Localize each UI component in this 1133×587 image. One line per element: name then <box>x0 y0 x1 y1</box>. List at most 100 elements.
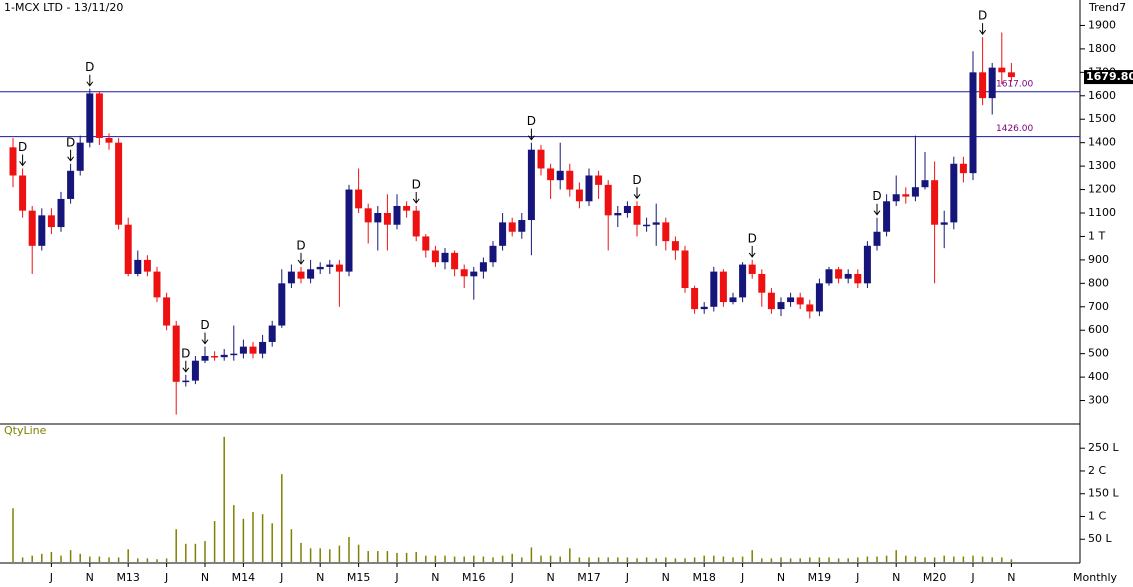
level-label: 1426.00 <box>996 124 1033 134</box>
volume-bar <box>530 547 533 562</box>
x-tick-label: M15 <box>347 571 371 584</box>
candle-body <box>623 205 631 213</box>
volume-bar <box>789 558 792 562</box>
volume-bar <box>665 557 667 562</box>
candle-body <box>777 302 785 310</box>
volume-bar <box>185 543 187 562</box>
candle-body <box>393 205 401 225</box>
candle-body <box>671 241 679 251</box>
volume-bar <box>463 556 465 562</box>
y-tick-label: 50 L <box>1088 532 1112 545</box>
x-tick-label: M18 <box>692 571 716 584</box>
x-tick-label: J <box>855 571 859 584</box>
candle-body <box>998 67 1006 73</box>
candle-body <box>124 224 132 274</box>
candle-body <box>182 380 190 383</box>
volume-bar <box>761 558 763 562</box>
candle-body <box>499 222 507 246</box>
last-price-label: 1679.80 <box>1086 70 1133 83</box>
candle-body <box>681 250 689 289</box>
volume-bar <box>377 551 379 562</box>
volume-bar <box>69 550 72 562</box>
y-tick-label: 2 C <box>1088 464 1106 477</box>
volume-bar <box>511 553 513 562</box>
y-tick-label: 250 L <box>1088 441 1119 454</box>
candle-body <box>115 142 123 225</box>
candle-body <box>710 271 718 307</box>
volume-bar <box>434 555 437 562</box>
signal-arrow <box>86 74 94 87</box>
x-tick-label: N <box>1007 571 1015 584</box>
x-tick-label: N <box>316 571 324 584</box>
volume-bar <box>204 541 206 562</box>
candle-body <box>835 269 843 279</box>
candle-body <box>230 353 238 356</box>
y-tick-label: 1 T <box>1088 229 1105 242</box>
volume-bar <box>261 514 264 562</box>
signal-arrow <box>873 203 881 216</box>
candle-body <box>38 215 46 246</box>
y-tick-label: 1100 <box>1088 206 1116 219</box>
signal-label: D <box>181 346 190 360</box>
signal-arrow <box>412 191 420 204</box>
candle-body <box>527 149 535 221</box>
signal-label: D <box>18 140 27 154</box>
volume-bar <box>1001 557 1003 562</box>
chart-title: 1-MCX LTD - 13/11/20 <box>4 1 123 14</box>
x-tick-label: N <box>86 571 94 584</box>
candle-body <box>57 198 65 228</box>
candle-body <box>767 292 775 310</box>
candle-body <box>105 137 113 143</box>
volume-bar <box>396 552 398 562</box>
candle-body <box>633 205 641 225</box>
candle-body <box>719 271 727 303</box>
y-tick-label: 1900 <box>1088 18 1116 31</box>
volume-bar <box>252 511 254 562</box>
volume-bar <box>425 555 427 562</box>
volume-bar <box>213 521 216 562</box>
candle-body <box>815 283 823 312</box>
candle-body <box>172 325 180 382</box>
candle-body <box>556 170 564 181</box>
candle-body <box>441 252 449 263</box>
x-tick-label: J <box>510 571 514 584</box>
candle-body <box>191 360 199 381</box>
candle-body <box>268 325 276 342</box>
signal-label: D <box>978 9 987 23</box>
candle-body <box>844 273 852 279</box>
candle-body <box>259 341 267 354</box>
candle-body <box>374 213 382 223</box>
signal-label: D <box>200 318 209 332</box>
level-label: 1617.00 <box>996 79 1033 89</box>
volume-bar <box>847 558 849 562</box>
volume-bar <box>281 474 283 562</box>
candle-body <box>364 208 372 223</box>
volume-bar <box>933 557 936 562</box>
candle-body <box>988 67 996 99</box>
x-tick-label: M19 <box>808 571 832 584</box>
x-tick-label: N <box>201 571 209 584</box>
y-tick-label: 1 C <box>1088 509 1106 522</box>
signal-arrow <box>67 149 74 162</box>
candle-body <box>796 297 804 305</box>
volume-bar <box>319 548 321 562</box>
volume-bar <box>991 557 993 562</box>
candle-body <box>950 163 958 223</box>
last-price-box <box>1084 70 1133 85</box>
candle-body <box>739 264 747 298</box>
y-tick-label: 1400 <box>1088 136 1116 149</box>
x-tick-label: N <box>892 571 900 584</box>
candle-body <box>86 93 94 143</box>
volume-bar <box>722 556 725 562</box>
candle-body <box>451 252 459 270</box>
candle-body <box>748 264 756 274</box>
volume-bar <box>809 557 811 562</box>
volume-bar <box>588 557 590 562</box>
x-tick-label: J <box>970 571 974 584</box>
period-label: Monthly <box>1073 571 1118 584</box>
candle-body <box>729 297 737 303</box>
signal-label: D <box>296 238 305 252</box>
candle-body <box>1007 72 1015 78</box>
candle-body <box>383 213 391 225</box>
